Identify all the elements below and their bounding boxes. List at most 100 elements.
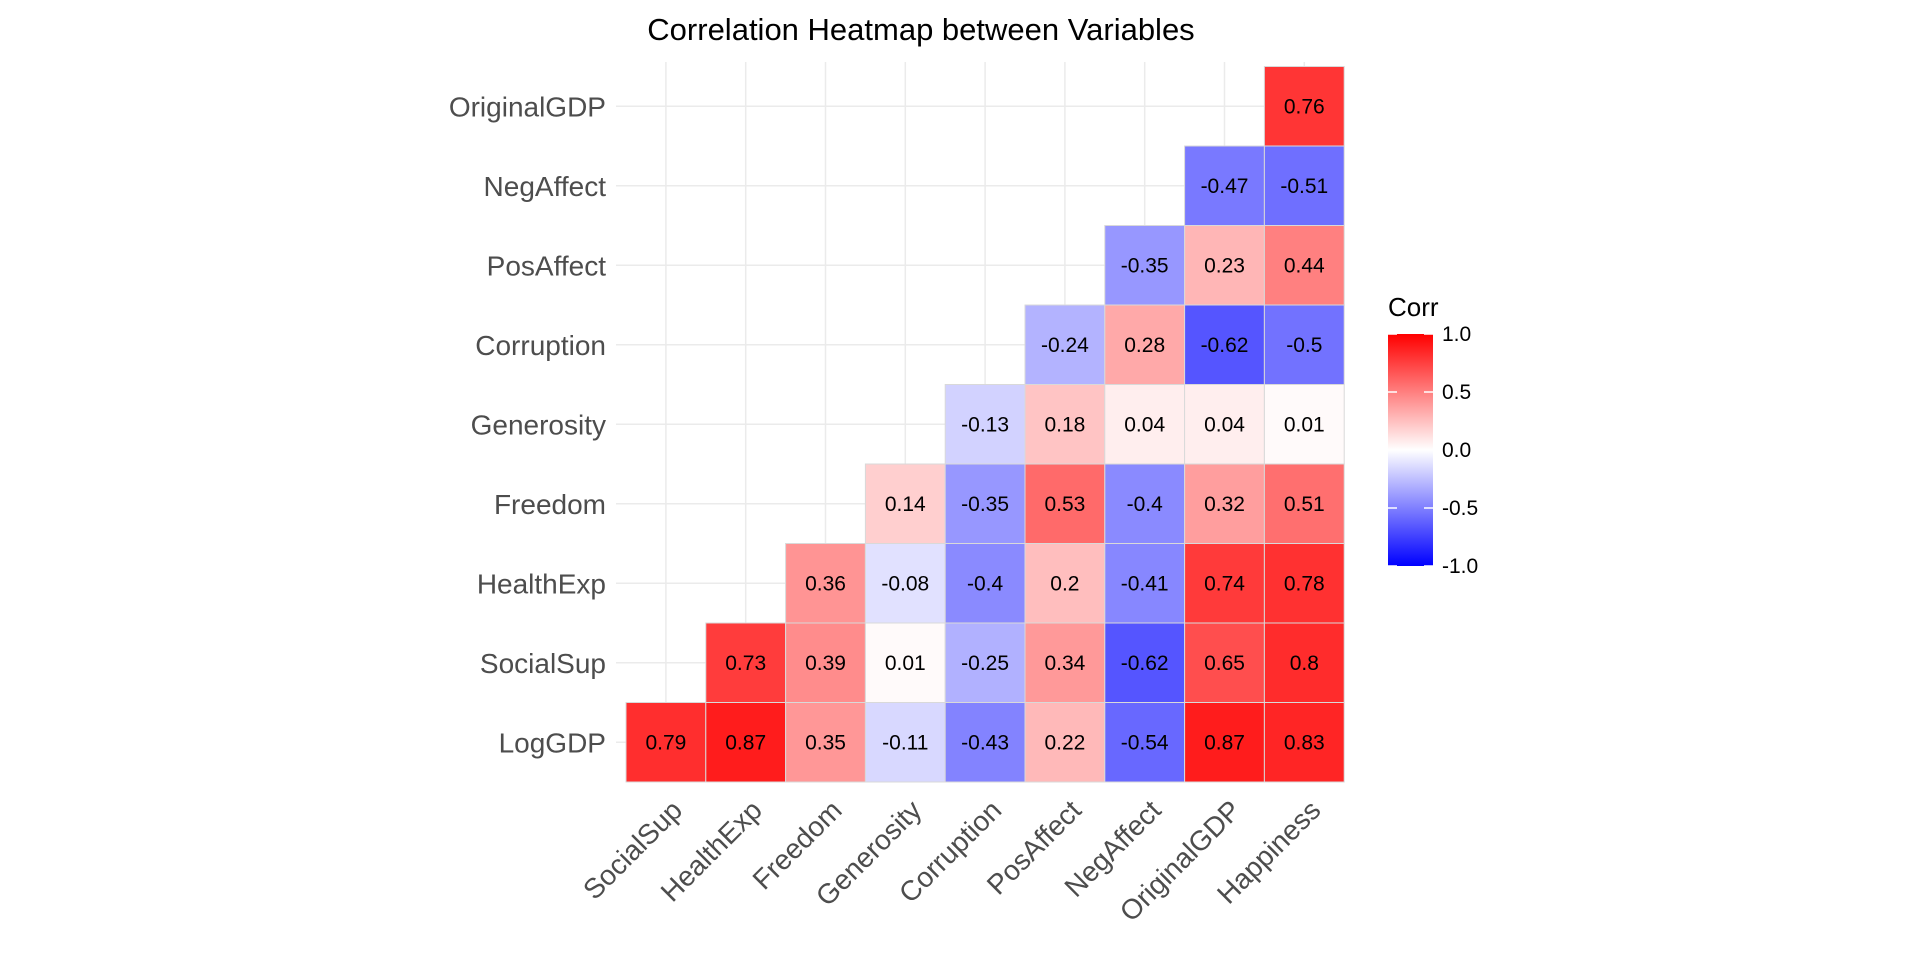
heatmap-cell-HealthExp-Freedom — [785, 543, 866, 624]
y-axis-tick-labels: LogGDP SocialSup HealthExp Freedom Generosit… — [449, 91, 606, 758]
legend-tick-label-1.0: 1.0 — [1442, 323, 1471, 346]
cell-value-label-HealthExp-Corruption: -0.4 — [967, 572, 1004, 595]
legend-tick-label--0.5: -0.5 — [1442, 497, 1478, 520]
heatmap-cell-HealthExp-Corruption — [944, 543, 1026, 624]
cell-value-label-Freedom-Generosity: 0.14 — [885, 493, 926, 516]
cell-value-label-Freedom-NegAffect: -0.4 — [1127, 493, 1164, 516]
legend: Corr 1.0 0.5 0.0 -0.5 -1.0 — [1388, 292, 1478, 578]
cell-value-label-HealthExp-Freedom: 0.36 — [805, 572, 846, 595]
heatmap-cell-Corruption-PosAffect — [1024, 304, 1106, 385]
legend-tick-label-0.5: 0.5 — [1442, 381, 1471, 404]
cell-value-label-HealthExp-OriginalGDP: 0.74 — [1204, 572, 1245, 595]
heatmap-cell-HealthExp-NegAffect — [1104, 543, 1186, 624]
cell-value-label-LogGDP-Happiness: 0.83 — [1284, 731, 1325, 754]
y-tick-label-LogGDP: LogGDP — [499, 727, 606, 758]
y-tick-label-Corruption: Corruption — [475, 330, 606, 361]
heatmap-cell-SocialSup-Corruption — [944, 622, 1026, 703]
heatmap-cell-Freedom-Generosity — [864, 463, 946, 544]
heatmap-cell-HealthExp-Generosity — [864, 543, 946, 624]
cell-value-label-Generosity-PosAffect: 0.18 — [1044, 413, 1085, 436]
cell-value-label-SocialSup-PosAffect: 0.34 — [1044, 652, 1085, 675]
cell-value-label-SocialSup-HealthExp: 0.73 — [725, 652, 766, 675]
heatmap-cell-Generosity-PosAffect — [1024, 384, 1106, 465]
cell-value-label-NegAffect-OriginalGDP: -0.47 — [1201, 175, 1249, 198]
cell-value-label-LogGDP-OriginalGDP: 0.87 — [1204, 731, 1245, 754]
heatmap-cell-SocialSup-Happiness — [1263, 622, 1345, 703]
cell-value-label-NegAffect-Happiness: -0.51 — [1280, 175, 1328, 198]
y-tick-label-SocialSup: SocialSup — [480, 648, 606, 679]
cell-value-label-HealthExp-Happiness: 0.78 — [1284, 572, 1325, 595]
y-tick-label-Freedom: Freedom — [494, 489, 606, 520]
cell-value-label-LogGDP-PosAffect: 0.22 — [1044, 731, 1085, 754]
legend-title: Corr — [1388, 292, 1439, 322]
cell-value-label-Freedom-Corruption: -0.35 — [961, 493, 1009, 516]
cell-value-label-SocialSup-Happiness: 0.8 — [1290, 652, 1319, 675]
heatmap-cell-HealthExp-Happiness — [1263, 543, 1345, 624]
heatmap-cell-Generosity-NegAffect — [1104, 384, 1186, 465]
cell-value-label-LogGDP-SocialSup: 0.79 — [645, 731, 686, 754]
heatmap-cell-NegAffect-Happiness — [1263, 145, 1345, 226]
heatmap-cell-LogGDP-SocialSup — [625, 702, 707, 783]
cell-value-label-LogGDP-Generosity: -0.11 — [882, 731, 928, 754]
chart-title: Correlation Heatmap between Variables — [647, 12, 1194, 47]
cell-value-label-Corruption-NegAffect: 0.28 — [1124, 334, 1165, 357]
cell-value-label-SocialSup-Corruption: -0.25 — [961, 652, 1009, 675]
y-tick-label-HealthExp: HealthExp — [477, 568, 606, 599]
cell-value-label-LogGDP-Freedom: 0.35 — [805, 731, 846, 754]
heatmap-cell-LogGDP-Happiness — [1263, 702, 1345, 783]
cell-value-labels: 0.79 0.87 0.35 -0.11 -0.43 0.22 -0.54 0.87 0.83 0… — [645, 95, 1328, 754]
legend-tick-label--1.0: -1.0 — [1442, 555, 1478, 578]
cell-value-label-Generosity-NegAffect: 0.04 — [1124, 413, 1165, 436]
cell-value-label-HealthExp-Generosity: -0.08 — [881, 572, 929, 595]
heatmap-cell-Freedom-Happiness — [1263, 463, 1345, 544]
y-tick-label-PosAffect: PosAffect — [487, 250, 607, 281]
heatmap-cell-SocialSup-Freedom — [785, 622, 866, 703]
cell-value-label-HealthExp-NegAffect: -0.41 — [1121, 572, 1169, 595]
cell-value-label-HealthExp-PosAffect: 0.2 — [1050, 572, 1079, 595]
cell-value-label-SocialSup-NegAffect: -0.62 — [1121, 652, 1169, 675]
cell-value-label-Corruption-OriginalGDP: -0.62 — [1201, 334, 1249, 357]
heatmap-cell-SocialSup-NegAffect — [1104, 622, 1186, 703]
cell-value-label-Freedom-PosAffect: 0.53 — [1044, 493, 1085, 516]
heatmap-cell-SocialSup-OriginalGDP — [1184, 622, 1265, 703]
cell-value-label-Freedom-Happiness: 0.51 — [1284, 493, 1325, 516]
cell-value-label-PosAffect-OriginalGDP: 0.23 — [1204, 254, 1245, 277]
heatmap-cell-Freedom-PosAffect — [1024, 463, 1106, 544]
heatmap-cell-Generosity-Corruption — [944, 384, 1026, 465]
heatmap-cell-HealthExp-OriginalGDP — [1184, 543, 1265, 624]
legend-tick-label-0.0: 0.0 — [1442, 439, 1471, 462]
cell-value-label-Corruption-PosAffect: -0.24 — [1041, 334, 1089, 357]
cell-value-label-LogGDP-NegAffect: -0.54 — [1121, 731, 1169, 754]
cell-value-label-Generosity-OriginalGDP: 0.04 — [1204, 413, 1245, 436]
cell-value-label-Generosity-Happiness: 0.01 — [1284, 413, 1325, 436]
cell-value-label-Freedom-OriginalGDP: 0.32 — [1204, 493, 1245, 516]
cell-value-label-LogGDP-Corruption: -0.43 — [961, 731, 1009, 754]
heatmap-cell-LogGDP-NegAffect — [1104, 702, 1186, 783]
y-tick-label-Generosity: Generosity — [471, 409, 606, 440]
heatmap-cell-HealthExp-PosAffect — [1024, 543, 1106, 624]
cell-value-label-PosAffect-Happiness: 0.44 — [1284, 254, 1325, 277]
heatmap-cell-PosAffect-NegAffect — [1104, 225, 1186, 306]
heatmap-cells — [625, 66, 1345, 783]
y-tick-label-OriginalGDP: OriginalGDP — [449, 91, 606, 122]
heatmap-cell-SocialSup-HealthExp — [705, 622, 787, 703]
heatmap-cell-LogGDP-OriginalGDP — [1184, 702, 1265, 783]
cell-value-label-SocialSup-Generosity: 0.01 — [885, 652, 926, 675]
cell-value-label-LogGDP-HealthExp: 0.87 — [725, 731, 766, 754]
cell-value-label-Generosity-Corruption: -0.13 — [961, 413, 1009, 436]
legend-tick-labels: 1.0 0.5 0.0 -0.5 -1.0 — [1388, 323, 1478, 578]
cell-value-label-OriginalGDP-Happiness: 0.76 — [1284, 95, 1325, 118]
heatmap-cell-Freedom-Corruption — [944, 463, 1026, 544]
heatmap-cell-LogGDP-Generosity — [864, 702, 946, 783]
cell-value-label-PosAffect-NegAffect: -0.35 — [1121, 254, 1169, 277]
heatmap-cell-SocialSup-Generosity — [864, 622, 946, 703]
cell-value-label-SocialSup-OriginalGDP: 0.65 — [1204, 652, 1245, 675]
y-tick-label-NegAffect: NegAffect — [484, 171, 607, 202]
heatmap-cell-Freedom-OriginalGDP — [1184, 463, 1265, 544]
heatmap-cell-LogGDP-PosAffect — [1024, 702, 1106, 783]
heatmap-cell-SocialSup-PosAffect — [1024, 622, 1106, 703]
cell-value-label-Corruption-Happiness: -0.5 — [1286, 334, 1322, 357]
cell-value-label-SocialSup-Freedom: 0.39 — [805, 652, 846, 675]
x-axis-tick-labels: SocialSupHealthExpFreedomGenerosityCorru… — [577, 794, 1326, 927]
